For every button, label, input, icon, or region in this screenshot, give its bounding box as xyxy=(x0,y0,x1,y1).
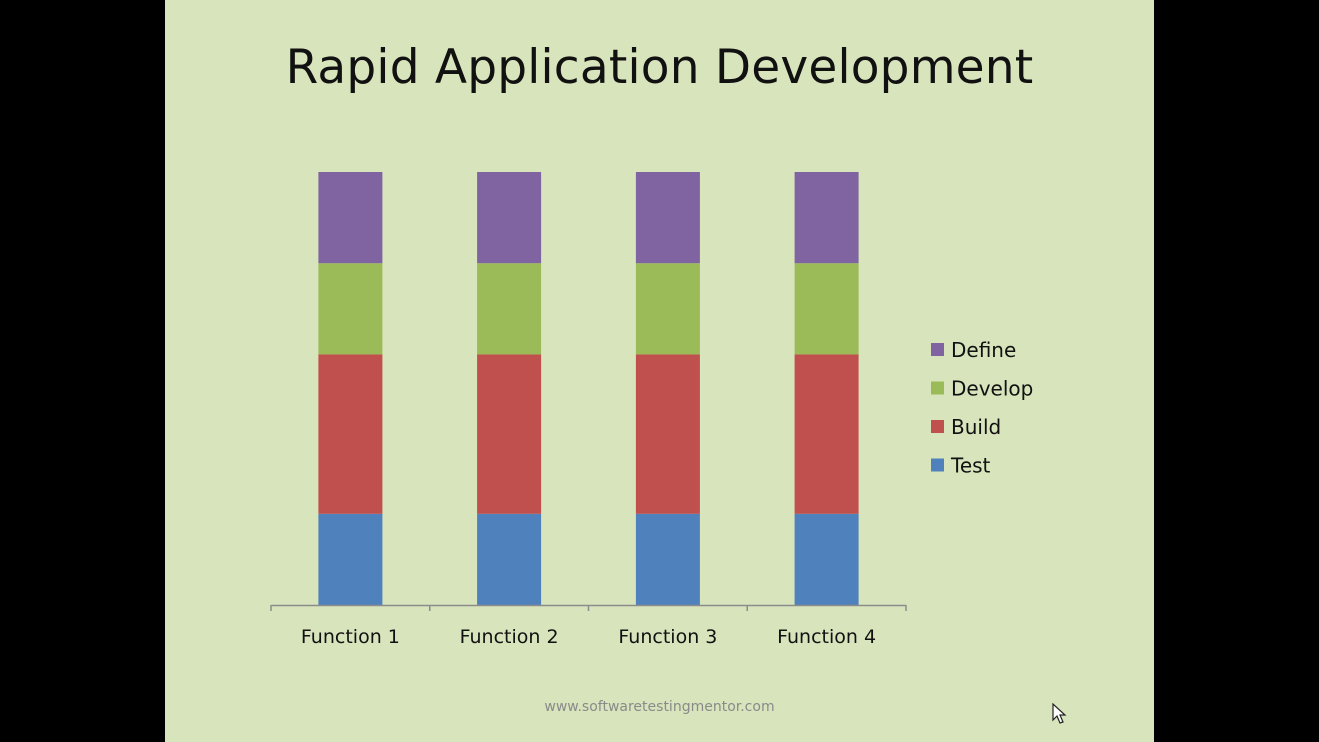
bar-segment-test-2 xyxy=(477,513,542,605)
bar-segment-build-3 xyxy=(635,354,700,514)
stacked-bar-chart: Function 1 Function 2 Function 3 Function 4… xyxy=(270,172,1033,648)
legend-label-develop: Develop xyxy=(951,377,1033,401)
legend: Define Develop Build Test xyxy=(931,338,1033,478)
bar-segment-define-2 xyxy=(477,172,542,264)
x-tick-label: Function 1 xyxy=(301,626,400,648)
legend-swatch-test xyxy=(931,458,944,472)
bar-segment-build-2 xyxy=(477,354,542,514)
x-axis xyxy=(270,604,907,611)
legend-swatch-define xyxy=(931,343,944,356)
x-tick-label: Function 4 xyxy=(777,626,876,648)
legend-label-test: Test xyxy=(950,454,991,478)
bar-segment-test-3 xyxy=(635,513,700,605)
bar-segment-develop-2 xyxy=(477,263,542,355)
bar-segment-develop-1 xyxy=(318,263,383,355)
slide: Rapid Application Development Function 1… xyxy=(165,0,1154,742)
footer-url: www.softwaretestingmentor.com xyxy=(544,699,775,715)
bar-segment-develop-3 xyxy=(635,263,700,355)
bars-group xyxy=(318,172,859,605)
legend-label-define: Define xyxy=(951,338,1016,362)
bar-segment-define-3 xyxy=(635,172,700,264)
bar-segment-build-1 xyxy=(318,354,383,514)
bar-segment-define-1 xyxy=(318,172,383,264)
bar-segment-test-1 xyxy=(318,513,383,605)
bar-segment-define-4 xyxy=(794,172,859,264)
bar-segment-develop-4 xyxy=(794,263,859,355)
x-tick-label: Function 2 xyxy=(460,626,559,648)
mouse-cursor-icon xyxy=(1052,703,1067,724)
x-tick-labels: Function 1 Function 2 Function 3 Function 4 xyxy=(301,626,876,648)
legend-swatch-develop xyxy=(931,381,944,395)
bar-segment-build-4 xyxy=(794,354,859,514)
chart-title: Rapid Application Development xyxy=(285,40,1034,95)
bar-segment-test-4 xyxy=(794,513,859,605)
legend-label-build: Build xyxy=(951,415,1001,439)
x-tick-label: Function 3 xyxy=(618,626,717,648)
legend-swatch-build xyxy=(931,420,944,433)
